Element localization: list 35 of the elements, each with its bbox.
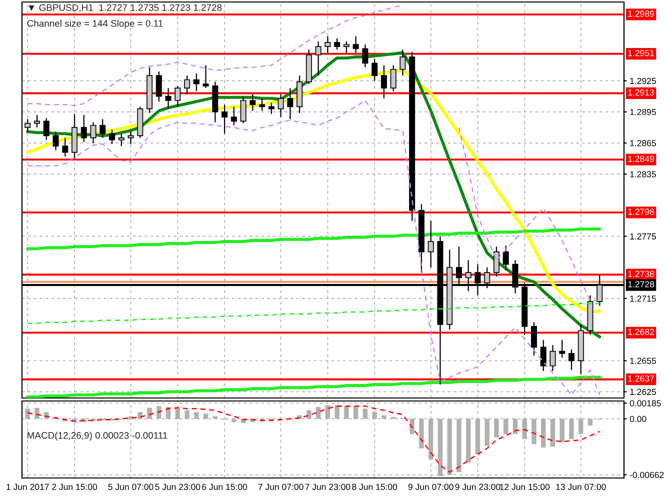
x-tick-label: 6 Jun 15:00 [202, 484, 248, 490]
y-tick-label: -0.00662 [630, 472, 664, 478]
x-tick-label: 1 Jun 2017 [6, 484, 49, 490]
ref-line-label: 1.2913 [628, 89, 654, 96]
ref-line-label: 1.2798 [628, 208, 654, 215]
chart-title: ▼ GBPUSD,H1 1.2727 1.2735 1.2723 1.2728 [28, 4, 222, 12]
y-tick-label: 1.2655 [630, 358, 656, 364]
y-tick-label: 0.00185 [630, 400, 661, 406]
y-tick-label: 1.2925 [630, 78, 656, 84]
ref-line-label: 1.2849 [628, 156, 654, 162]
x-tick-label: 9 Jun 23:00 [455, 484, 500, 490]
ref-line-label: 1.2989 [628, 10, 654, 17]
x-tick-label: 8 Jun 15:00 [352, 484, 398, 490]
ref-line-label: 1.2951 [628, 50, 654, 56]
x-tick-label: 5 Jun 07:00 [108, 484, 154, 490]
ref-line-label: 1.2738 [628, 270, 654, 277]
x-tick-label: 2 Jun 15:00 [52, 484, 98, 490]
annotation: Channel size = 144 Slope = 0.11 [27, 20, 163, 29]
x-tick-label: 13 Jun 07:00 [556, 484, 606, 490]
y-tick-label: 1.2715 [630, 296, 656, 302]
x-tick-label: 7 Jun 07:00 [258, 484, 304, 490]
x-tick-label: 5 Jun 23:00 [155, 484, 200, 490]
y-tick-label: 1.2895 [630, 108, 656, 116]
x-tick-label: 12 Jun 15:00 [500, 484, 550, 490]
annotation: MACD(12,26,9) 0.00023 -0.00111 [28, 432, 168, 441]
x-tick-label: 7 Jun 23:00 [305, 484, 350, 490]
ref-line-label: 1.2682 [628, 328, 654, 336]
y-tick-label: 1.2835 [630, 171, 656, 178]
y-tick-label: 0.00 [630, 416, 646, 422]
y-tick-label: 1.2625 [630, 388, 656, 396]
x-tick-label: 9 Jun 07:00 [408, 484, 454, 490]
y-tick-label: 1.2865 [630, 140, 656, 146]
y-tick-label: 1.2775 [630, 233, 656, 240]
ref-line-label: 1.2637 [628, 375, 654, 382]
ref-line-label: 1.2728 [628, 281, 654, 288]
